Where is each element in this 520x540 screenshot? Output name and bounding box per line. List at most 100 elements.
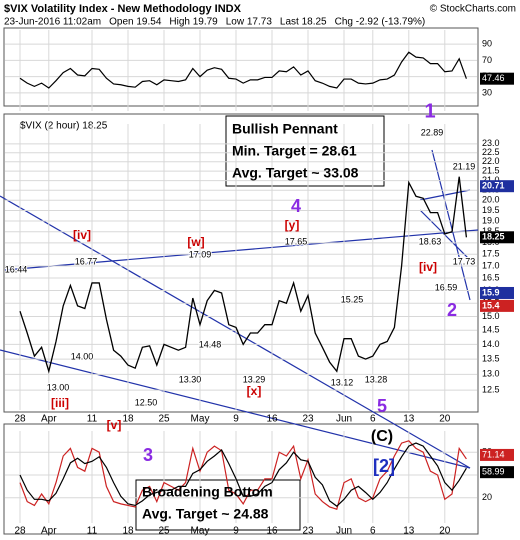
quote-field: High 19.79 (169, 17, 218, 28)
x-tick-label: 28 (14, 526, 26, 537)
price-note: 14.00 (71, 351, 94, 361)
price-note: 17.09 (189, 249, 212, 259)
pennant-text: Avg. Target ~ 33.08 (232, 165, 359, 181)
wave-label: 2 (447, 300, 457, 320)
x-tick-label: 16 (266, 414, 278, 425)
y-tick-label: 21.0 (482, 175, 500, 185)
x-tick-label: 16 (266, 526, 278, 537)
series-line (19, 51, 467, 89)
value-tag: 47.46 (482, 73, 505, 83)
series-label: $VIX (2 hour) 18.25 (20, 121, 108, 132)
price-note: 16.44 (5, 264, 28, 274)
x-tick-label: 28 (14, 414, 26, 425)
wave-label: [iii] (51, 396, 69, 410)
price-note: 16.77 (75, 256, 98, 266)
wave-label: 1 (424, 100, 435, 122)
value-tag-bg (480, 299, 514, 312)
y-tick-label: 30 (482, 87, 492, 97)
y-tick-label: 14.0 (482, 339, 500, 349)
x-tick-label: 9 (233, 526, 239, 537)
title: $VIX Volatility Index - New Methodology … (4, 3, 242, 15)
y-tick-label: 17.5 (482, 249, 500, 259)
x-tick-label: Apr (41, 414, 57, 425)
y-tick-label: 23.0 (482, 138, 500, 148)
wave-label: (C) (371, 428, 393, 445)
series-line (19, 176, 468, 374)
x-tick-label: 11 (87, 526, 98, 537)
value-tag: 20.71 (482, 181, 505, 191)
x-tick-label: Jun (336, 414, 352, 425)
y-tick-label: 18.5 (482, 226, 500, 236)
price-note: 22.89 (421, 127, 444, 137)
wave-label: [y] (285, 218, 300, 232)
value-tag: 71.14 (482, 449, 505, 459)
value-tag: 15.4 (482, 300, 500, 310)
broadening-text: Broadening Bottom (142, 484, 273, 500)
wave-label: [iv] (73, 228, 91, 242)
price-note: 16.59 (435, 282, 458, 292)
wave-label: [x] (247, 384, 262, 398)
broadening-box (135, 479, 301, 531)
trend-lines (0, 149, 479, 469)
x-tick-label: 13 (403, 526, 415, 537)
value-tag: 15.9 (482, 287, 500, 297)
price-note: 18.63 (419, 236, 442, 246)
pennant-box (225, 115, 385, 187)
x-tick-label: 20 (439, 526, 451, 537)
x-tick-label: Jun (336, 526, 352, 537)
y-tick-label: 15.0 (482, 311, 500, 321)
wave-label: 4 (291, 196, 301, 216)
value-tag-bg (480, 466, 514, 479)
x-tick-label: 18 (122, 414, 134, 425)
y-tick-label: 17.0 (482, 260, 500, 270)
x-tick-label: 25 (158, 414, 170, 425)
x-tick-label: Apr (41, 526, 57, 537)
x-tick-label: May (191, 526, 210, 537)
value-tag-bg (480, 231, 514, 244)
x-tick-label: 11 (87, 414, 98, 425)
price-note: 17.73 (453, 256, 476, 266)
y-tick-label: 90 (482, 39, 492, 49)
y-tick-label: 16.5 (482, 272, 500, 282)
price-note: 15.25 (341, 294, 364, 304)
price-note: 13.29 (243, 374, 266, 384)
quote-field: 23-Jun-2016 11:02am (4, 17, 101, 28)
broadening-text: Avg. Target ~ 24.88 (142, 506, 269, 522)
y-tick-label: 12.5 (482, 385, 500, 395)
wave-label: [2] (373, 456, 395, 476)
price-note: 13.12 (331, 377, 354, 387)
quote-field: Last 18.25 (280, 17, 327, 28)
quote-field: Low 17.73 (226, 17, 273, 28)
y-tick-label: 70 (482, 55, 492, 65)
price-note: 14.48 (199, 339, 222, 349)
pennant-text: Min. Target = 28.61 (232, 143, 357, 159)
quote-field: Open 19.54 (109, 17, 162, 28)
value-tag-bg (480, 448, 514, 461)
y-tick-label: 21.5 (482, 165, 500, 175)
x-tick-label: 13 (403, 414, 415, 425)
credit: © StockCharts.com (430, 4, 516, 15)
price-note: 13.30 (179, 374, 202, 384)
price-note: 12.50 (135, 397, 158, 407)
y-tick-label: 13.0 (482, 369, 500, 379)
series-line (19, 442, 467, 507)
price-note: 17.65 (285, 236, 308, 246)
wave-label: 5 (377, 396, 387, 416)
y-tick-label: 19.5 (482, 205, 500, 215)
y-tick-label: 14.5 (482, 325, 500, 335)
wave-label: 3 (143, 445, 153, 465)
price-note: 13.00 (47, 382, 70, 392)
pennant-text: Bullish Pennant (232, 121, 338, 137)
x-tick-label: 18 (122, 526, 134, 537)
y-tick-label: 20 (482, 492, 492, 502)
x-tick-label: 20 (439, 414, 451, 425)
x-tick-label: 9 (233, 414, 239, 425)
value-tag-bg (480, 286, 514, 299)
price-note: 21.19 (453, 161, 476, 171)
x-tick-label: May (191, 414, 210, 425)
price-note: 13.28 (365, 374, 388, 384)
x-tick-label: 23 (302, 526, 314, 537)
quote-field: Chg -2.92 (-13.79%) (335, 17, 426, 28)
value-tag: 58.99 (482, 467, 505, 477)
